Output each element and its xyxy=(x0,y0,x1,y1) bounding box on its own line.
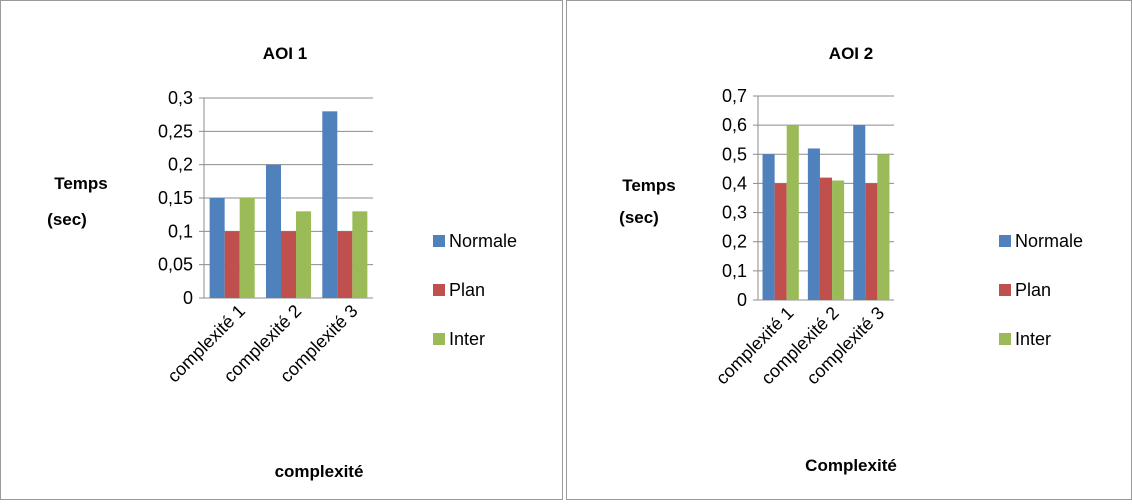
y-tick-label: 0,7 xyxy=(722,86,747,106)
chart-title: AOI 1 xyxy=(263,44,307,63)
y-axis-label-line1: Temps xyxy=(622,176,676,195)
bar-plan xyxy=(224,231,240,298)
y-tick-label: 0,6 xyxy=(722,115,747,135)
y-tick-label: 0,4 xyxy=(722,173,747,193)
y-tick-label: 0,3 xyxy=(168,88,193,108)
bar-inter xyxy=(832,180,845,300)
y-tick-label: 0,5 xyxy=(722,144,747,164)
bar-inter xyxy=(352,211,368,298)
bar-inter xyxy=(296,211,312,298)
chart-aoi2: AOI 2 Temps (sec) Complexité 00,10,20,30… xyxy=(619,44,1083,475)
y-axis-label-line2: (sec) xyxy=(47,210,87,229)
legend-label-inter: Inter xyxy=(1015,329,1051,349)
bar-normale xyxy=(265,164,281,298)
bar-plan xyxy=(280,231,297,298)
legend-swatch-normale xyxy=(433,235,445,247)
y-tick-label: 0,1 xyxy=(168,221,193,241)
bar-normale xyxy=(762,154,775,300)
bar-plan xyxy=(865,183,878,300)
legend-swatch-normale xyxy=(999,235,1011,247)
bar-inter xyxy=(786,125,799,301)
y-tick-label: 0,3 xyxy=(722,203,747,223)
bars xyxy=(209,111,368,298)
legend-swatch-inter xyxy=(433,333,445,345)
bar-inter xyxy=(239,198,255,298)
y-tick-label: 0,05 xyxy=(158,255,193,275)
y-tick-label: 0,2 xyxy=(722,232,747,252)
bar-inter xyxy=(877,154,890,300)
chart-aoi1: AOI 1 Temps (sec) complexité 0 0,05 0,1 0,1… xyxy=(47,44,517,481)
bar-normale xyxy=(807,148,820,300)
legend: Normale Plan Inter xyxy=(433,231,517,349)
chart-panel-aoi2: AOI 2 Temps (sec) Complexité 0 0,1 0,2 0,3 0… xyxy=(566,0,1132,500)
chart-title: AOI 2 xyxy=(829,44,873,63)
y-axis-label-line2: (sec) xyxy=(619,208,659,227)
legend-label-plan: Plan xyxy=(1015,280,1051,300)
bar-plan xyxy=(774,183,787,300)
chart-panel-aoi1: AOI 1 Temps (sec) complexité 0 0,05 0,1 0,1… xyxy=(0,0,562,500)
bar-normale xyxy=(322,111,338,298)
y-axis-label-line1: Temps xyxy=(54,174,108,193)
x-axis-label: complexité xyxy=(275,462,364,481)
y-ticks: 0 0,1 0,2 0,3 0,4 0,5 0,6 0,7 xyxy=(722,86,747,310)
legend-label-inter: Inter xyxy=(449,329,485,349)
panel-divider xyxy=(562,0,563,500)
legend: Normale Plan Inter xyxy=(999,231,1083,349)
legend-swatch-plan xyxy=(999,284,1011,296)
bars xyxy=(762,125,890,301)
legend-label-plan: Plan xyxy=(449,280,485,300)
legend-label-normale: Normale xyxy=(449,231,517,251)
bar-plan xyxy=(819,177,833,300)
y-tick-label: 0 xyxy=(183,288,193,308)
bar-plan xyxy=(337,231,353,298)
bar-normale xyxy=(853,125,866,301)
x-axis-label: Complexité xyxy=(805,456,897,475)
y-ticks: 0 0,05 0,1 0,15 0,2 0,25 0,3 xyxy=(158,88,193,308)
bar-normale xyxy=(209,198,225,298)
y-tick-label: 0,25 xyxy=(158,121,193,141)
y-tick-label: 0,1 xyxy=(722,261,747,281)
legend-swatch-plan xyxy=(433,284,445,296)
y-tick-label: 0,15 xyxy=(158,188,193,208)
legend-label-normale: Normale xyxy=(1015,231,1083,251)
y-tick-label: 0,2 xyxy=(168,155,193,175)
legend-swatch-inter xyxy=(999,333,1011,345)
y-tick-label: 0 xyxy=(737,290,747,310)
